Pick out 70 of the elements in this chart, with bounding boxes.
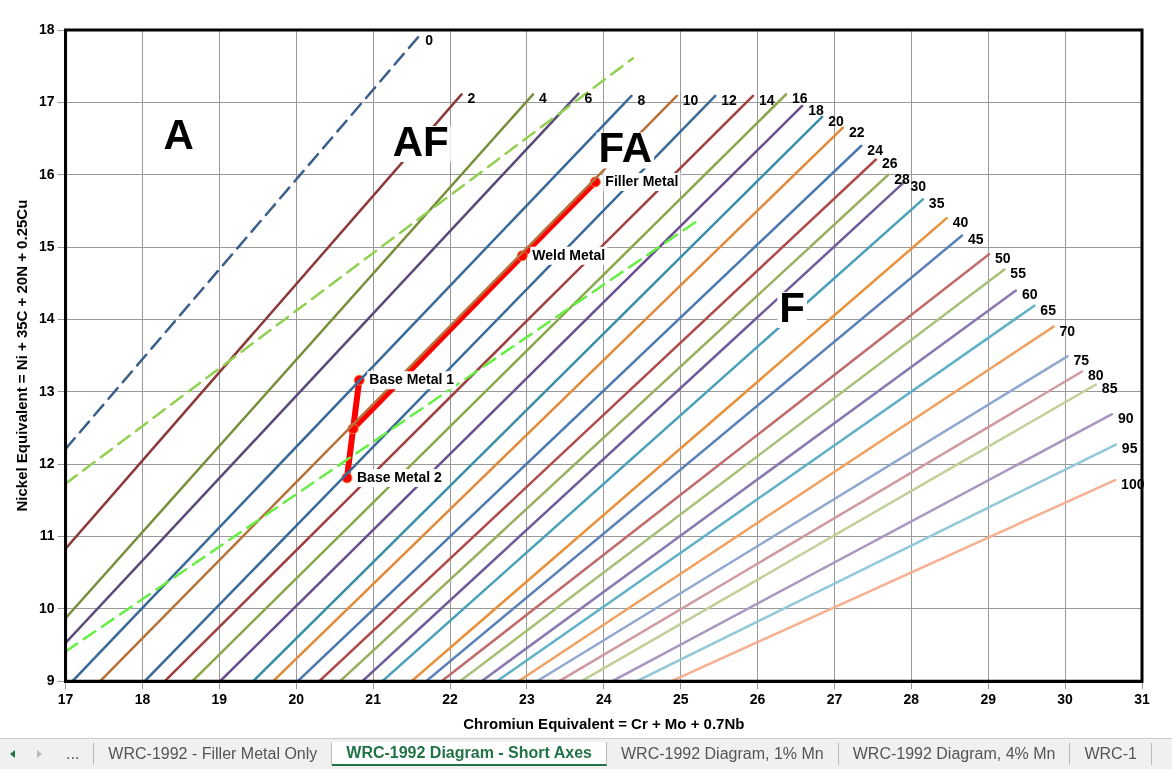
x-tick-label: 21 bbox=[365, 691, 382, 708]
series-label: 8 bbox=[637, 91, 646, 108]
series-label: 6 bbox=[584, 89, 593, 106]
y-tick-label: 10 bbox=[38, 599, 55, 616]
series-label: 95 bbox=[1121, 440, 1138, 457]
text: WRC-1992 Diagram - Short Axes bbox=[332, 742, 607, 766]
x-tick-label: 23 bbox=[519, 691, 535, 708]
y-tick-label: 9 bbox=[46, 672, 55, 689]
y-tick-label: 11 bbox=[39, 527, 55, 544]
series-label: 12 bbox=[721, 91, 738, 108]
series-label: 45 bbox=[968, 231, 984, 248]
x-tick-label: 19 bbox=[211, 691, 228, 708]
y-axis-title: Nickel Equivalent = Ni + 35C + 20N + 0.25Cu bbox=[13, 199, 31, 512]
x-tick-label: 22 bbox=[442, 691, 459, 708]
series-label: 30 bbox=[910, 177, 927, 194]
annotation: AF bbox=[392, 117, 449, 165]
text: WRC-1 bbox=[1070, 743, 1152, 765]
text: WRC-1992 Diagram, 1% Mn bbox=[606, 743, 839, 765]
x-tick-label: 27 bbox=[826, 691, 843, 708]
series-label: 65 bbox=[1040, 301, 1057, 318]
series-label: 22 bbox=[848, 123, 865, 140]
text: WRC-1992 - Filler Metal Only bbox=[94, 743, 333, 765]
series-label: 20 bbox=[828, 112, 844, 129]
text: WRC-1992 Diagram, 4% Mn bbox=[838, 743, 1071, 765]
x-tick-label: 18 bbox=[134, 691, 151, 708]
x-tick-label: 20 bbox=[288, 691, 305, 708]
series-label: 85 bbox=[1101, 380, 1118, 397]
y-tick-label: 14 bbox=[38, 310, 55, 327]
text: ... bbox=[52, 743, 95, 765]
x-axis-title: Chromiun Equivalent = Cr + Mo + 0.7Nb bbox=[463, 715, 745, 733]
x-tick-label: 29 bbox=[980, 691, 997, 708]
series-label: 35 bbox=[928, 195, 945, 212]
y-tick-label: 15 bbox=[38, 237, 55, 254]
series-label: 16 bbox=[792, 90, 808, 107]
x-tick-label: 28 bbox=[903, 691, 920, 708]
series-label: 90 bbox=[1118, 410, 1134, 427]
x-tick-label: 24 bbox=[596, 691, 612, 708]
x-tick-label: 31 bbox=[1134, 691, 1150, 708]
annotation: A bbox=[163, 111, 194, 159]
series-label: 0 bbox=[425, 31, 434, 48]
series-label: 14 bbox=[758, 91, 775, 108]
x-tick-label: 17 bbox=[57, 691, 74, 708]
x-tick-label: 25 bbox=[672, 691, 689, 708]
series-label: 50 bbox=[994, 250, 1011, 267]
annotation: Filler Metal bbox=[605, 172, 679, 189]
series-label: 18 bbox=[808, 101, 824, 118]
series-label: 24 bbox=[867, 141, 884, 158]
y-tick-label: 18 bbox=[38, 20, 55, 37]
y-tick-label: 16 bbox=[38, 165, 55, 182]
series-label: 75 bbox=[1073, 352, 1090, 369]
series-label: 80 bbox=[1088, 367, 1104, 384]
annotation: Base Metal 2 bbox=[356, 468, 443, 485]
annotation: FA bbox=[598, 124, 653, 172]
series-label: 4 bbox=[539, 90, 548, 107]
x-tick-label: 30 bbox=[1057, 691, 1074, 708]
y-tick-label: 13 bbox=[38, 382, 55, 399]
series-label: 28 bbox=[894, 170, 911, 187]
y-tick-label: 12 bbox=[38, 454, 55, 471]
annotation: Weld Metal bbox=[532, 246, 606, 263]
x-tick-label: 26 bbox=[749, 691, 766, 708]
series-label: 55 bbox=[1010, 265, 1027, 282]
series-label: 26 bbox=[881, 155, 898, 172]
series-label: 2 bbox=[467, 90, 476, 107]
series-label: 40 bbox=[952, 213, 969, 230]
annotation: F bbox=[779, 283, 805, 331]
series-label: 70 bbox=[1059, 322, 1076, 339]
series-label: 10 bbox=[682, 91, 699, 108]
series-label: 60 bbox=[1021, 286, 1038, 303]
y-tick-label: 17 bbox=[38, 93, 55, 110]
annotation: Base Metal 1 bbox=[369, 371, 455, 388]
